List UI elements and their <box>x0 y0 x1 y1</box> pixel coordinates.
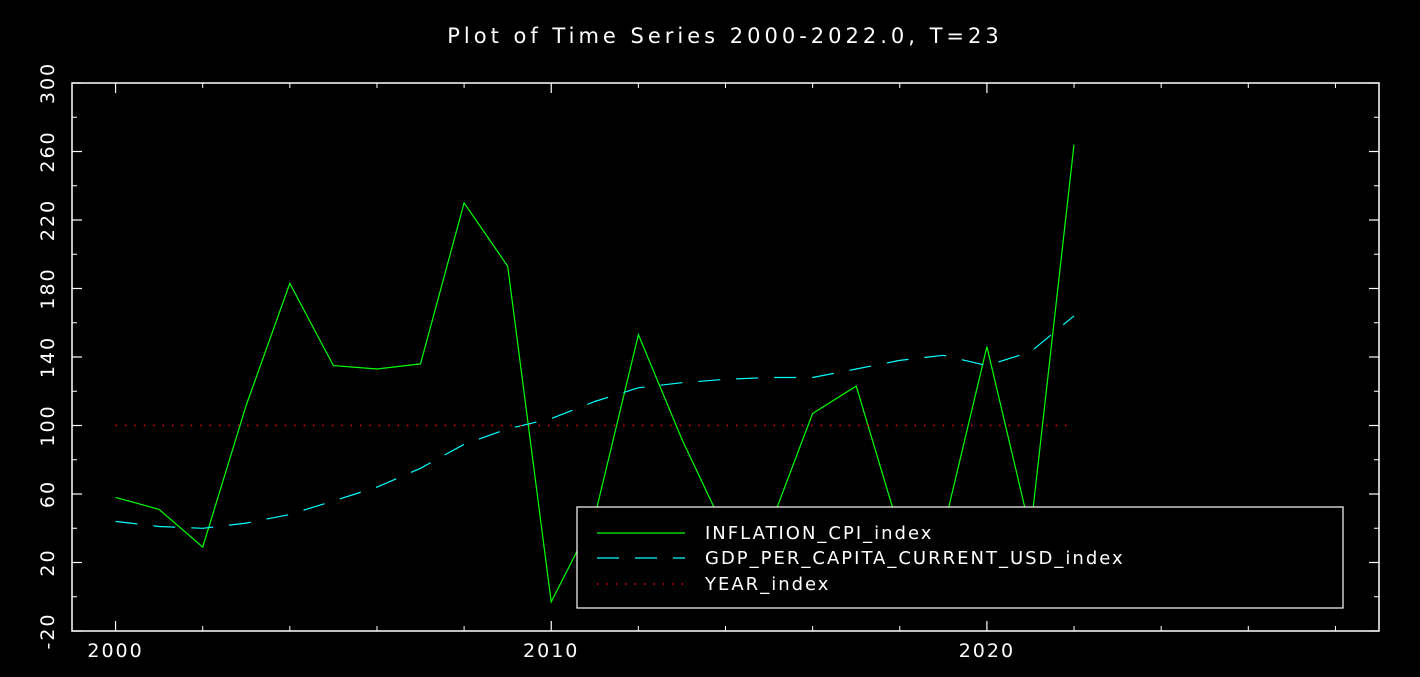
legend: INFLATION_CPI_index GDP_PER_CAPITA_CURRE… <box>576 506 1344 609</box>
y-tick-label: -20 <box>37 612 59 649</box>
legend-label-inflation: INFLATION_CPI_index <box>705 523 933 544</box>
y-tick-label: 20 <box>37 548 59 576</box>
y-tick-label: 180 <box>37 267 59 309</box>
legend-box <box>576 506 1344 609</box>
axis-ticks: -20 20 60 100 140 180 220 260 300 2000 2010 2020 <box>37 62 1379 662</box>
y-tick-label: 60 <box>37 480 59 508</box>
y-tick-label: 140 <box>37 336 59 378</box>
x-tick-label: 2010 <box>523 640 579 662</box>
x-tick-label: 2000 <box>87 640 143 662</box>
y-tick-label: 300 <box>37 62 59 104</box>
legend-label-year: YEAR_index <box>704 574 830 595</box>
series-line-1 <box>115 315 1075 529</box>
y-tick-label: 220 <box>37 199 59 241</box>
y-tick-label: 260 <box>37 130 59 172</box>
y-tick-label: 100 <box>37 404 59 446</box>
chart-title: Plot of Time Series 2000-2022.0, T=23 <box>447 24 1003 48</box>
x-tick-label: 2020 <box>959 640 1015 662</box>
legend-label-gdp: GDP_PER_CAPITA_CURRENT_USD_index <box>705 548 1125 569</box>
